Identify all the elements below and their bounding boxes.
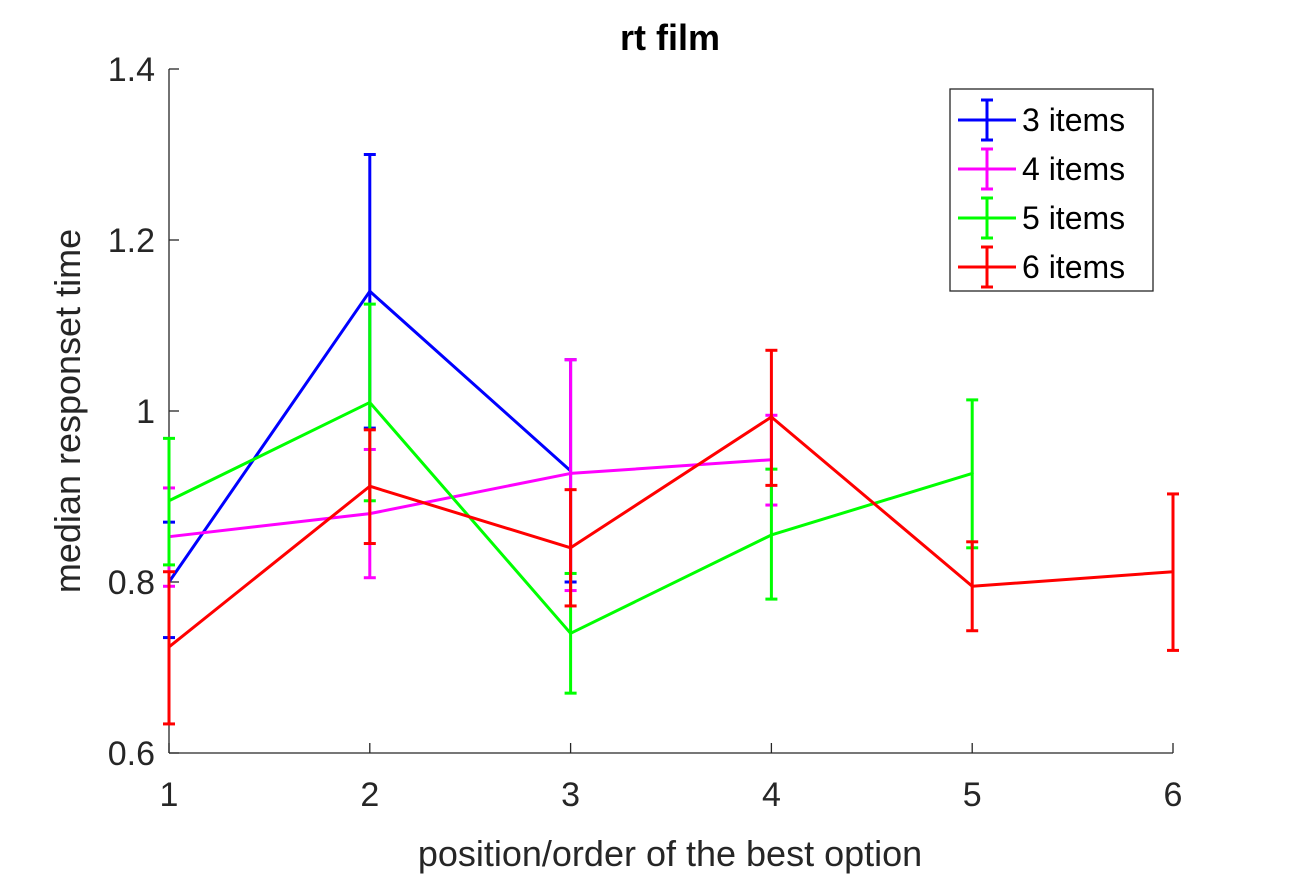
data-point bbox=[970, 584, 974, 588]
data-point bbox=[569, 546, 573, 550]
data-point bbox=[569, 471, 573, 475]
x-tick-label: 3 bbox=[561, 776, 580, 814]
data-point bbox=[769, 415, 773, 419]
data-point bbox=[167, 499, 171, 503]
data-point bbox=[769, 533, 773, 537]
legend-label: 6 items bbox=[1022, 249, 1125, 285]
y-axis-ticks: 0.6 0.8 1 1.2 1.4 bbox=[108, 51, 179, 773]
y-tick-label: 1 bbox=[136, 393, 155, 431]
x-axis-ticks: 1 2 3 4 5 6 bbox=[160, 743, 1183, 814]
series-line bbox=[168, 415, 1174, 649]
legend: 3 items 4 items 5 items 6 items bbox=[949, 88, 1154, 292]
x-tick-label: 6 bbox=[1164, 776, 1183, 814]
x-axis-label: position/order of the best option bbox=[418, 833, 922, 874]
data-point bbox=[368, 400, 372, 404]
data-point bbox=[569, 631, 573, 635]
data-point bbox=[970, 471, 974, 475]
x-tick-label: 2 bbox=[360, 776, 379, 814]
x-tick-label: 4 bbox=[762, 776, 781, 814]
y-tick-label: 0.8 bbox=[108, 564, 155, 602]
y-axis-label: median responset time bbox=[47, 229, 88, 593]
legend-entry: 5 items bbox=[958, 196, 1125, 240]
y-tick-label: 1.2 bbox=[108, 222, 155, 260]
y-tick-label: 1.4 bbox=[108, 51, 155, 89]
x-tick-label: 1 bbox=[160, 776, 179, 814]
legend-label: 5 items bbox=[1022, 200, 1125, 236]
series-5-items bbox=[163, 302, 979, 695]
series-layer bbox=[163, 153, 1179, 726]
legend-label: 4 items bbox=[1022, 151, 1125, 187]
data-point bbox=[368, 289, 372, 293]
data-point bbox=[1171, 570, 1175, 574]
legend-label: 3 items bbox=[1022, 102, 1125, 138]
data-point bbox=[368, 484, 372, 488]
series-line bbox=[168, 458, 772, 539]
legend-entry: 6 items bbox=[958, 245, 1125, 289]
chart-title: rt film bbox=[620, 17, 720, 58]
y-tick-label: 0.6 bbox=[108, 735, 155, 773]
legend-entry: 3 items bbox=[958, 98, 1125, 142]
x-tick-label: 5 bbox=[963, 776, 982, 814]
legend-entry: 4 items bbox=[958, 147, 1125, 191]
data-point bbox=[167, 645, 171, 649]
series-6-items bbox=[163, 348, 1179, 726]
